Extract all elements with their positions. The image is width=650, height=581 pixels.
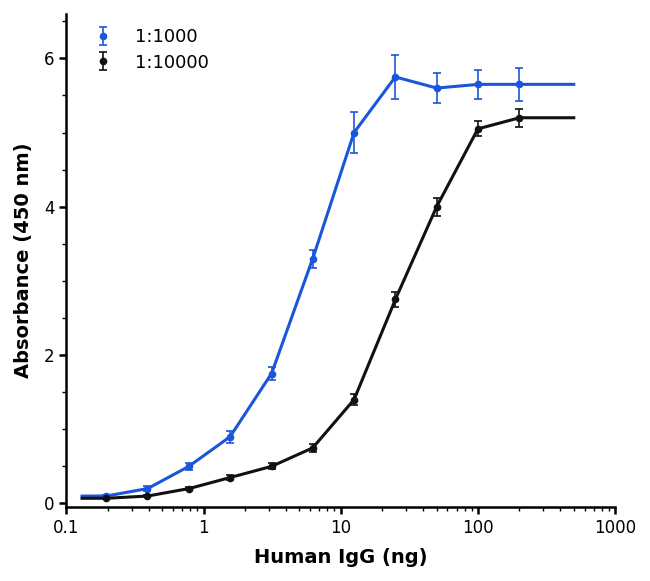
X-axis label: Human IgG (ng): Human IgG (ng): [254, 548, 428, 567]
Legend: 1:1000, 1:10000: 1:1000, 1:10000: [75, 23, 215, 77]
Y-axis label: Absorbance (450 nm): Absorbance (450 nm): [14, 143, 33, 378]
